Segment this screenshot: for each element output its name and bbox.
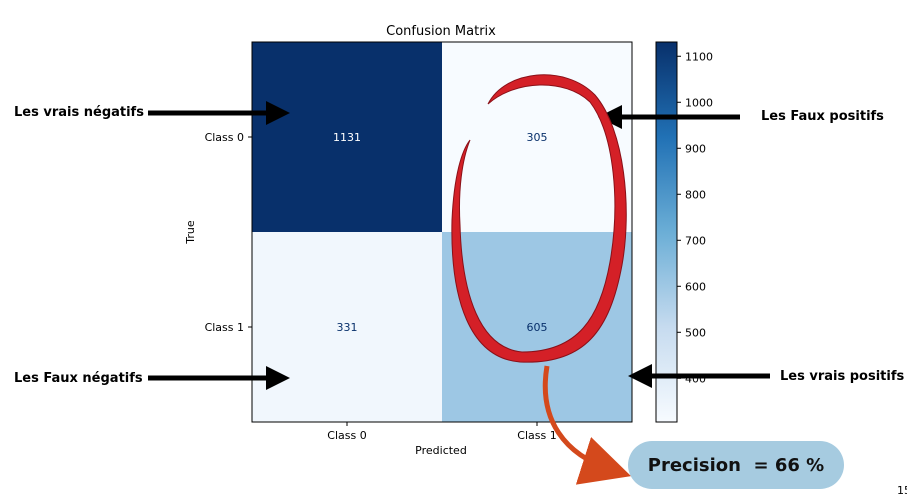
heatmap-cell [442, 42, 632, 232]
y-axis-ticks: Class 0 Class 1 [205, 131, 252, 334]
arrow-true-positives-head [628, 364, 652, 388]
colorbar-tick-label: 1100 [685, 50, 713, 63]
corner-text: 15 [897, 484, 907, 497]
colorbar-tick-label: 800 [685, 188, 706, 201]
precision-badge: Precision = 66 % [628, 441, 844, 489]
arrow-false-positives-head [598, 105, 622, 129]
x-axis-ticks: Class 0 Class 1 [327, 422, 557, 442]
heatmap-cell [252, 42, 442, 232]
arrow-false-negatives-head [266, 366, 290, 390]
colorbar-tick-label: 700 [685, 234, 706, 247]
cell-value-label: 331 [337, 321, 358, 334]
label-true-positives: Les vrais positifs [780, 369, 905, 384]
heatmap-cell-labels: 1131 305 331 605 [333, 131, 548, 334]
x-tick-label: Class 1 [517, 429, 556, 442]
y-tick-label: Class 0 [205, 131, 244, 144]
precision-arrow [542, 365, 632, 485]
cell-value-label: 1131 [333, 131, 361, 144]
y-tick-label: Class 1 [205, 321, 244, 334]
heatmap-cells [252, 42, 632, 422]
annotation-arrows [148, 101, 770, 390]
cell-value-label: 605 [527, 321, 548, 334]
cell-value-label: 305 [527, 131, 548, 144]
colorbar-tick-label: 900 [685, 142, 706, 155]
highlight-ellipse [451, 74, 627, 363]
colorbar-tick-label: 500 [685, 326, 706, 339]
colorbar-tick-label: 600 [685, 280, 706, 293]
label-false-positives: Les Faux positifs [761, 109, 884, 124]
y-axis-label: True [184, 220, 197, 245]
heatmap-cell [252, 232, 442, 422]
x-tick-label: Class 0 [327, 429, 366, 442]
label-true-negatives: Les vrais négatifs [14, 105, 144, 120]
label-false-negatives: Les Faux négatifs [14, 371, 143, 386]
chart-title: Confusion Matrix [386, 24, 496, 39]
arrow-true-negatives-head [266, 101, 290, 125]
plot-frame [251, 41, 633, 423]
colorbar-tick-label: 1000 [685, 96, 713, 109]
colorbar [655, 41, 678, 423]
x-axis-label: Predicted [415, 444, 467, 457]
